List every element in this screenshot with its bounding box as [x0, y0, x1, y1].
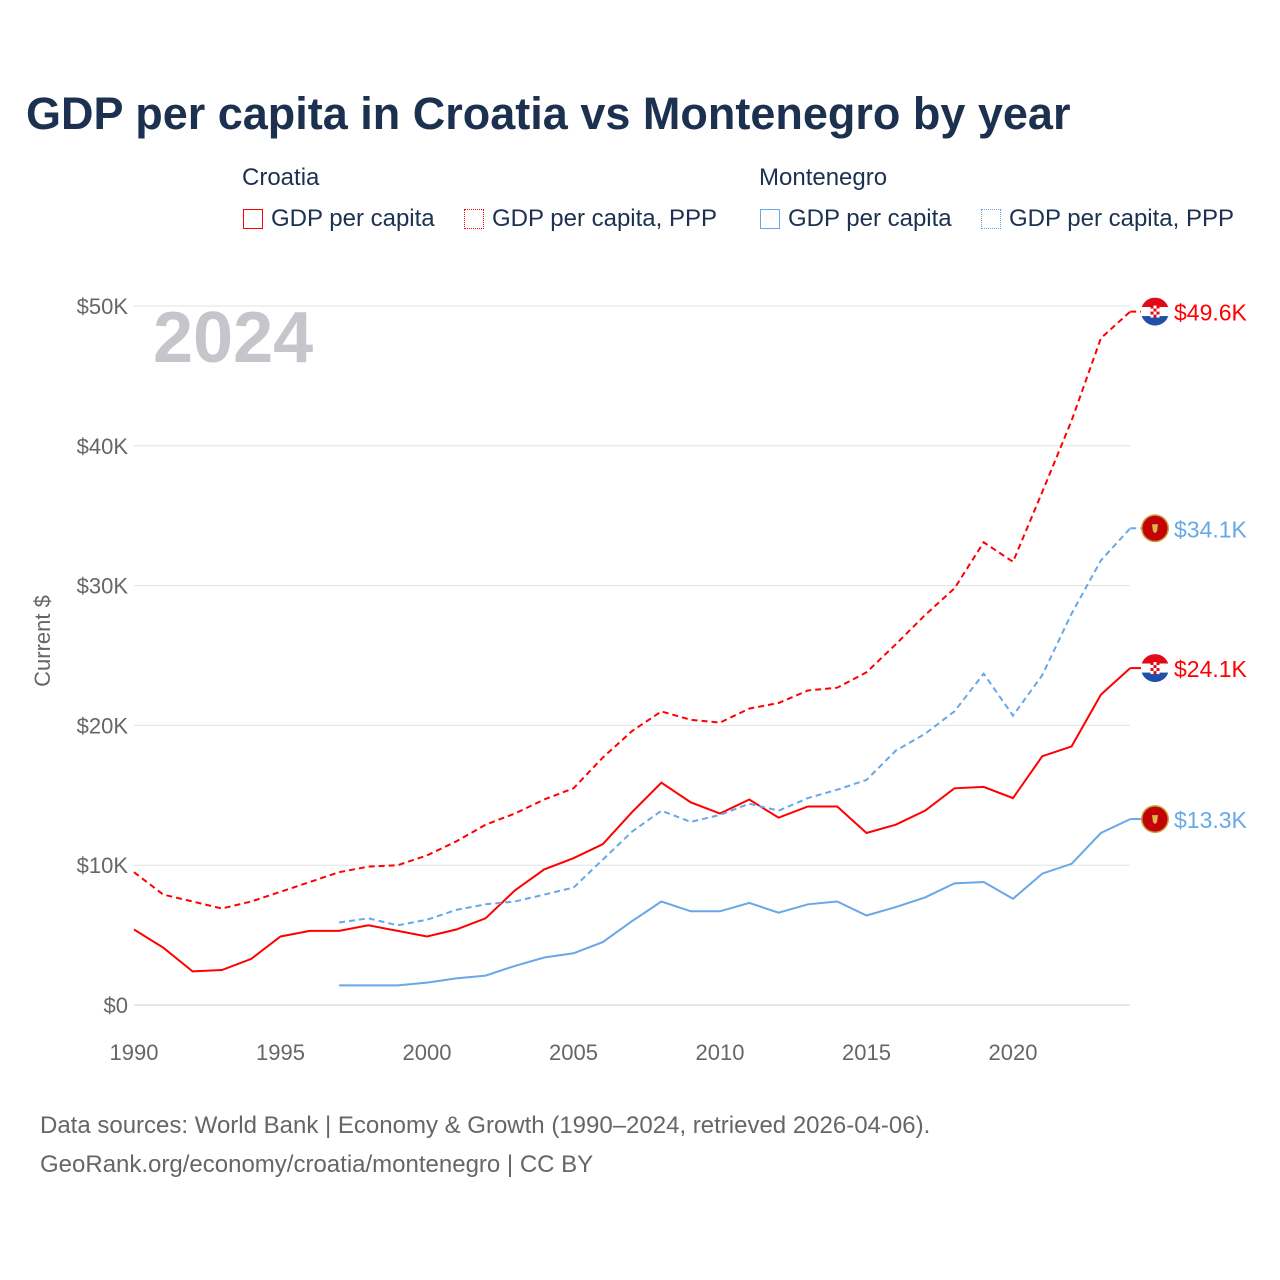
- legend-swatch-dotted-red: [464, 209, 484, 229]
- chart-title: GDP per capita in Croatia vs Montenegro …: [26, 88, 1071, 139]
- y-tick-label: $40K: [77, 434, 129, 459]
- legend-swatch-dotted-blue: [981, 209, 1001, 229]
- y-tick-label: $50K: [77, 294, 129, 319]
- x-tick-label: 2015: [842, 1040, 891, 1065]
- legend-swatch-solid-red: [243, 209, 263, 229]
- x-tick-label: 2010: [696, 1040, 745, 1065]
- footer: Data sources: World Bank | Economy & Gro…: [40, 1106, 930, 1184]
- legend-group-montenegro: Montenegro: [759, 164, 888, 191]
- legend-group-croatia: Croatia: [242, 164, 320, 191]
- end-value-label: $49.6K: [1174, 300, 1248, 326]
- legend-swatch-solid-blue: [760, 209, 780, 229]
- y-tick-label: $0: [104, 993, 128, 1018]
- end-value-label: $13.3K: [1174, 807, 1248, 833]
- y-tick-label: $10K: [77, 853, 129, 878]
- legend-label: GDP per capita: [788, 205, 952, 232]
- footer-sources: Data sources: World Bank | Economy & Gro…: [40, 1112, 931, 1139]
- montenegro-flag-icon: [1141, 514, 1169, 543]
- legend-label: GDP per capita, PPP: [492, 205, 717, 232]
- legend-montenegro-gdp[interactable]: GDP per capita: [760, 205, 952, 233]
- croatia-flag-icon: [1141, 297, 1169, 326]
- legend-croatia-gdp[interactable]: GDP per capita: [243, 205, 435, 233]
- croatia-flag-icon: [1141, 654, 1169, 683]
- series-line-montenegro-gdp-per-capita-ppp: [338, 527, 1131, 927]
- end-value-label: $24.1K: [1174, 656, 1248, 682]
- series-line-croatia-gdp-per-capita-ppp: [133, 310, 1131, 910]
- x-tick-label: 1990: [110, 1040, 159, 1065]
- y-axis-label: Current $: [30, 595, 55, 687]
- x-tick-label: 2020: [989, 1040, 1038, 1065]
- year-watermark: 2024: [153, 298, 313, 378]
- x-tick-label: 2000: [403, 1040, 452, 1065]
- series-line-croatia-gdp-per-capita: [133, 667, 1131, 973]
- legend-label: GDP per capita, PPP: [1009, 205, 1234, 232]
- montenegro-flag-icon: [1141, 805, 1169, 834]
- legend-label: GDP per capita: [271, 205, 435, 232]
- x-tick-label: 1995: [256, 1040, 305, 1065]
- series-line-montenegro-gdp-per-capita: [339, 818, 1131, 987]
- x-tick-label: 2005: [549, 1040, 598, 1065]
- end-value-label: $34.1K: [1174, 516, 1248, 542]
- legend-montenegro-ppp[interactable]: GDP per capita, PPP: [981, 205, 1234, 233]
- y-tick-label: $20K: [77, 713, 129, 738]
- legend-croatia-ppp[interactable]: GDP per capita, PPP: [464, 205, 717, 233]
- y-tick-label: $30K: [77, 574, 129, 599]
- footer-link[interactable]: GeoRank.org/economy/croatia/montenegro |…: [40, 1151, 594, 1178]
